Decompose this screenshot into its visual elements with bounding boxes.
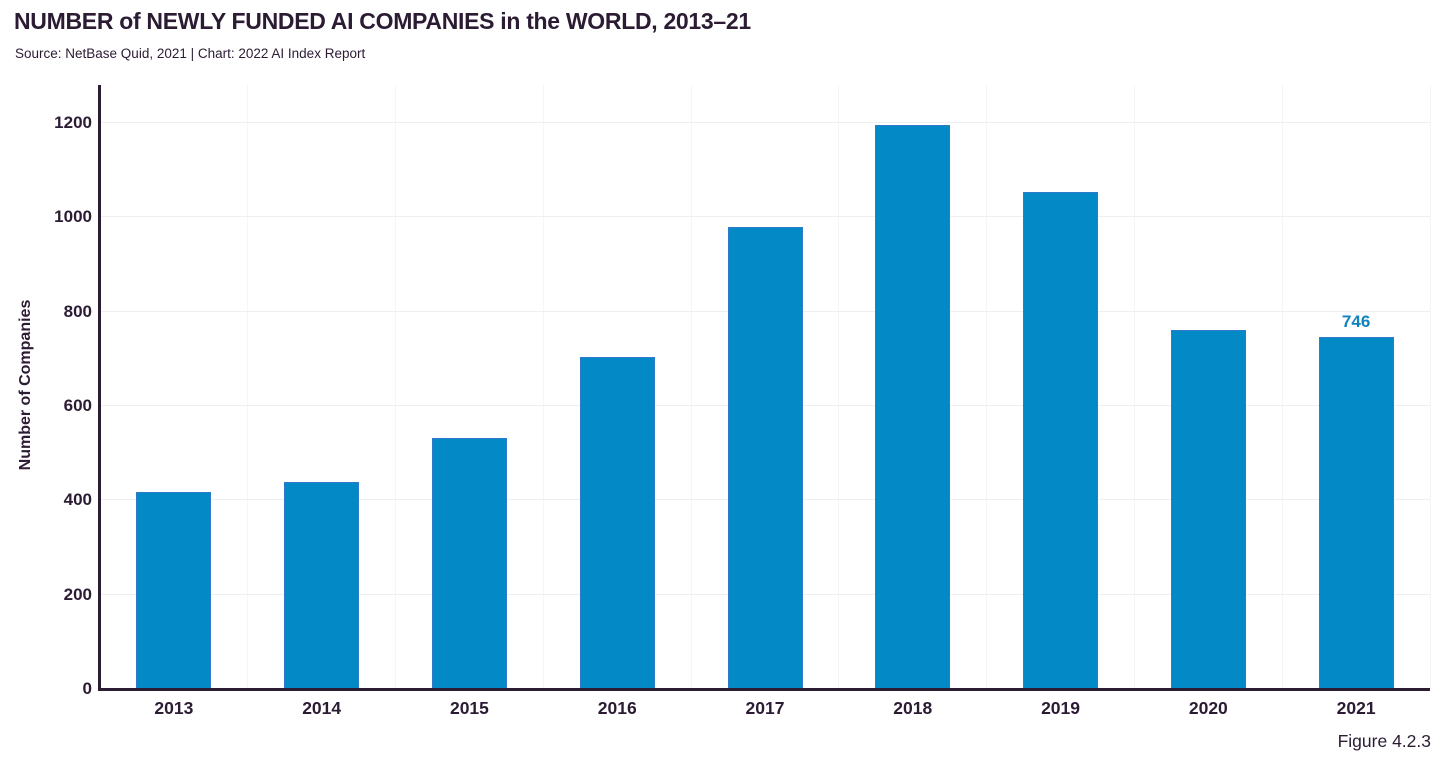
x-axis-line — [98, 688, 1430, 691]
bar-2017 — [727, 226, 803, 689]
y-axis-title: Number of Companies — [17, 299, 34, 471]
bar-2014 — [284, 482, 360, 689]
vertical-gridline — [1429, 85, 1431, 689]
y-tick-label: 400 — [63, 490, 92, 510]
vertical-gridline — [395, 85, 397, 689]
bar-2016 — [579, 356, 655, 689]
y-tick-label: 1200 — [54, 113, 92, 132]
vertical-gridline — [838, 85, 840, 689]
y-axis-line — [98, 85, 101, 691]
x-tick-label: 2015 — [449, 698, 489, 718]
vertical-gridline — [1281, 85, 1283, 689]
x-tick-label: 2014 — [302, 698, 342, 718]
bar-value-label: 746 — [1341, 312, 1371, 332]
y-tick-label: 0 — [82, 679, 92, 698]
figure-number-label: Figure 4.2.3 — [1337, 731, 1431, 751]
x-tick-label: 2019 — [1041, 698, 1081, 718]
y-tick-label: 800 — [63, 301, 92, 321]
x-tick-label: 2017 — [745, 698, 785, 718]
x-tick-label: 2021 — [1336, 698, 1376, 718]
y-tick-label: 1000 — [54, 207, 92, 227]
bar-2013 — [136, 491, 212, 689]
horizontal-gridline — [100, 122, 1430, 123]
vertical-gridline — [690, 85, 692, 689]
x-tick-label: 2020 — [1188, 698, 1228, 718]
bar-2019 — [1023, 191, 1099, 689]
x-tick-label: 2016 — [597, 698, 637, 718]
bar-2015 — [431, 438, 507, 689]
horizontal-gridline — [100, 216, 1430, 218]
bar-2021 — [1318, 337, 1394, 689]
bar-2020 — [1170, 329, 1246, 689]
vertical-gridline — [542, 85, 544, 689]
y-tick-label: 600 — [63, 396, 92, 415]
vertical-gridline — [247, 85, 249, 689]
vertical-gridline — [1133, 85, 1135, 689]
x-tick-label: 2018 — [893, 698, 933, 718]
chart-title: NUMBER of NEWLY FUNDED AI COMPANIES in t… — [14, 8, 751, 34]
bar-2018 — [875, 124, 951, 689]
vertical-gridline — [986, 85, 988, 689]
x-tick-label: 2013 — [154, 698, 194, 718]
chart-source-subtitle: Source: NetBase Quid, 2021 | Chart: 2022… — [15, 46, 366, 61]
y-tick-label: 200 — [63, 584, 92, 604]
plot-area: 746 — [100, 85, 1431, 689]
